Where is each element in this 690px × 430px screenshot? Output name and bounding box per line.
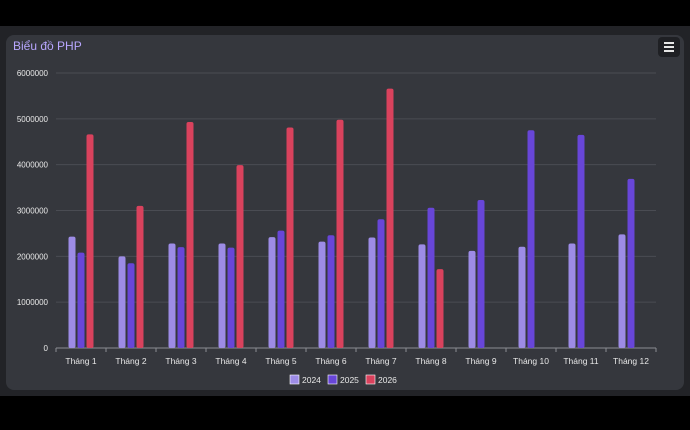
top-letterbox: [0, 0, 690, 26]
legend-label-2026[interactable]: 2026: [378, 375, 397, 385]
y-tick-label: 1000000: [17, 298, 49, 307]
bar-2025: [77, 252, 85, 348]
x-tick-label: Tháng 5: [265, 356, 296, 366]
x-tick-label: Tháng 7: [365, 356, 396, 366]
legend-swatch-2024[interactable]: [289, 374, 300, 385]
x-tick-label: Tháng 8: [415, 356, 446, 366]
bar-2026: [86, 134, 94, 348]
bar-2024: [368, 237, 376, 348]
bar-2026: [436, 269, 444, 348]
bar-chart: 0 1000000 2000000 3000000 4000000 5000000 6000…: [17, 69, 657, 385]
x-tick-label: Tháng 2: [115, 356, 146, 366]
x-tick-label: Tháng 11: [563, 356, 599, 366]
bar-2025: [127, 263, 135, 348]
bar-2025: [627, 178, 635, 348]
y-tick-label: 5000000: [17, 115, 49, 124]
bar-2025: [327, 235, 335, 348]
bar-2024: [618, 234, 626, 348]
y-tick-label: 4000000: [17, 161, 49, 170]
bar-2025: [277, 230, 285, 348]
chart-card: Biểu đồ PHP 0 1000000 2000000 3000000 400000…: [6, 35, 684, 390]
x-tick-label: Tháng 3: [165, 356, 196, 366]
bar-2024: [268, 237, 276, 348]
bar-2025: [427, 207, 435, 348]
x-tick-label: Tháng 9: [465, 356, 496, 366]
bar-2025: [577, 134, 585, 348]
bar-2024: [568, 243, 576, 348]
x-tick-label: Tháng 6: [315, 356, 346, 366]
x-tick-label: Tháng 10: [513, 356, 549, 366]
y-tick-label: 6000000: [17, 69, 49, 78]
bar-2025: [527, 130, 535, 348]
bar-2026: [286, 127, 294, 349]
legend-label-2025[interactable]: 2025: [340, 375, 359, 385]
hamburger-menu-icon: [664, 41, 674, 53]
bar-2024: [118, 256, 126, 348]
bar-2026: [386, 88, 394, 349]
bottom-letterbox: [0, 396, 690, 430]
x-tick-label: Tháng 12: [613, 356, 649, 366]
bar-2024: [518, 246, 526, 348]
y-tick-label: 0: [44, 344, 49, 353]
bar-2024: [168, 243, 176, 348]
bar-2026: [236, 165, 244, 348]
legend-swatch-2026[interactable]: [365, 374, 376, 385]
chart-title: Biểu đồ PHP: [13, 39, 82, 53]
y-tick-label: 3000000: [17, 207, 49, 216]
x-tick-label: Tháng 4: [215, 356, 246, 366]
bar-2025: [177, 247, 185, 348]
bar-2024: [218, 243, 226, 348]
bar-2024: [68, 236, 76, 348]
bar-2024: [468, 250, 476, 348]
y-tick-label: 2000000: [17, 252, 49, 261]
bar-2026: [136, 205, 144, 348]
bar-2024: [318, 241, 326, 348]
chart-menu-button[interactable]: [658, 37, 680, 57]
bar-2024: [418, 244, 426, 348]
x-tick-label: Tháng 1: [65, 356, 96, 366]
bar-2026: [186, 122, 194, 349]
bar-2025: [477, 199, 485, 348]
legend-swatch-2025[interactable]: [327, 374, 338, 385]
bar-2025: [377, 219, 385, 348]
bar-2025: [227, 247, 235, 348]
legend-label-2024[interactable]: 2024: [302, 375, 321, 385]
bar-2026: [336, 119, 344, 348]
